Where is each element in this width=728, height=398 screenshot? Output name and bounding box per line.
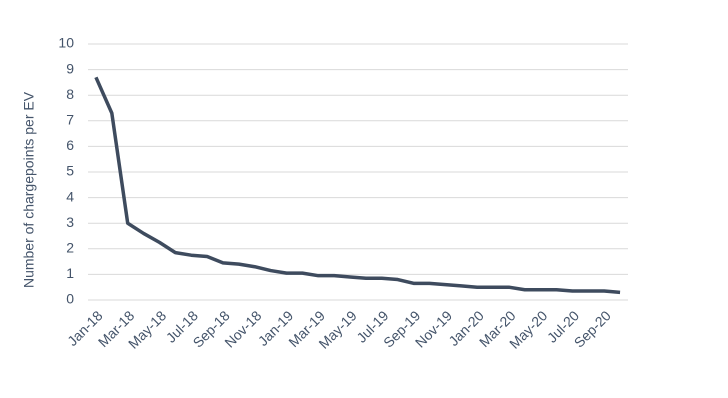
y-axis-title: Number of chargepoints per EV: [21, 91, 37, 288]
y-tick-label: 6: [66, 137, 74, 153]
y-tick-label: 8: [66, 86, 74, 102]
y-tick-label: 10: [58, 35, 74, 51]
y-tick-label: 9: [66, 60, 74, 76]
y-tick-label: 7: [66, 112, 74, 128]
data-line: [94, 76, 621, 295]
y-tick-label: 3: [66, 214, 74, 230]
y-tick-label: 2: [66, 240, 74, 256]
y-tick-label: 1: [66, 265, 74, 281]
y-tick-label: 4: [66, 188, 74, 204]
y-tick-label: 0: [66, 291, 74, 307]
y-tick-label: 5: [66, 163, 74, 179]
